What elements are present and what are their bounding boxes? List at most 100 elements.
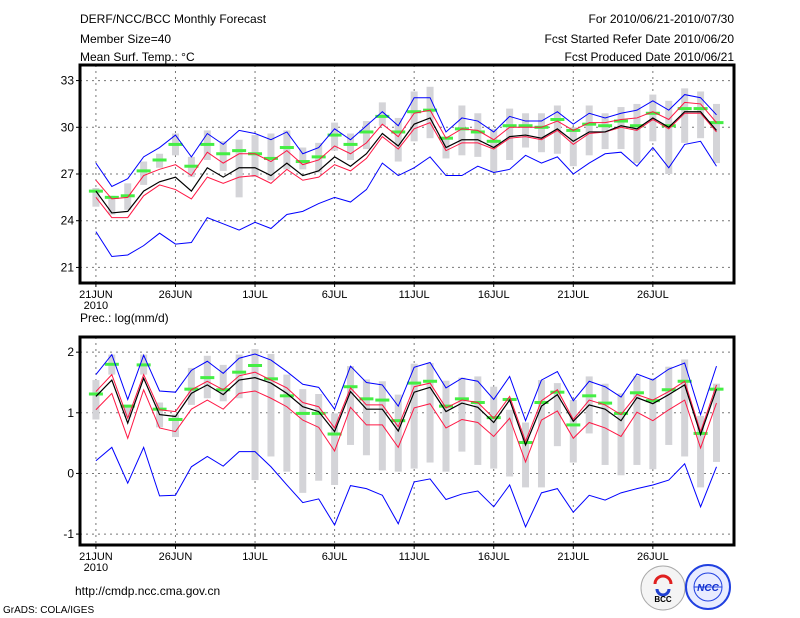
ensemble-range-bar	[665, 366, 673, 445]
year-label: 2010	[84, 300, 108, 312]
year-label: 2010	[84, 562, 108, 574]
median-marker	[423, 379, 438, 383]
median-marker	[120, 194, 135, 198]
ensemble-range-bar	[187, 367, 195, 405]
median-marker	[582, 122, 597, 126]
y-tick-label: 0	[67, 466, 74, 480]
median-marker	[677, 107, 692, 111]
median-marker	[184, 387, 199, 391]
ensemble-mean-line	[95, 376, 718, 447]
ensemble-range-bar	[601, 383, 609, 465]
upper-spread-line	[95, 101, 717, 200]
median-marker	[311, 411, 326, 415]
median-marker	[502, 124, 517, 128]
median-marker	[566, 423, 581, 427]
median-marker	[200, 142, 215, 146]
ensemble-range-bar	[299, 147, 307, 170]
median-marker	[534, 400, 549, 404]
temperature-panel: 21 24 27 30 33 21JUN 26JUN 1JUL 6JUL 11JUL 16JUL 21…	[61, 63, 736, 312]
ensemble-range-bar	[347, 366, 355, 445]
ensemble-range-bar	[617, 393, 625, 476]
y-tick-label: 2	[67, 345, 74, 359]
max-line	[95, 353, 717, 423]
ensemble-range-bar	[601, 113, 609, 150]
bcc-logo: BCC	[640, 565, 686, 611]
median-marker	[486, 139, 501, 143]
ensemble-range-bar	[347, 133, 355, 160]
ensemble-range-bar	[712, 103, 720, 164]
grads-credit: GrADS: COLA/IGES	[3, 605, 94, 616]
ensemble-range-bar	[378, 102, 386, 126]
ncc-logo: NCC	[685, 564, 731, 610]
lower-spread-line	[95, 112, 717, 219]
x-tick-label: 6JUL	[322, 551, 348, 563]
median-marker	[582, 394, 597, 398]
median-marker	[327, 432, 342, 436]
median-marker	[375, 114, 390, 118]
ensemble-range-bar	[569, 127, 577, 167]
ensemble-range-bar	[299, 389, 307, 493]
ensemble-range-bar	[331, 122, 339, 151]
ensemble-range-bar	[553, 383, 561, 447]
median-marker	[454, 397, 469, 401]
lower-spread-line	[95, 388, 717, 464]
ensemble-range-bar	[681, 359, 689, 457]
ensemble-range-bar	[697, 91, 705, 139]
median-marker	[327, 133, 342, 137]
x-tick-label: 11JUL	[399, 551, 430, 563]
ensemble-range-bar	[633, 375, 641, 465]
median-marker	[359, 130, 374, 134]
median-marker	[518, 124, 533, 128]
median-marker	[311, 155, 326, 159]
y-tick-label: -1	[63, 527, 74, 541]
median-marker	[104, 362, 119, 366]
median-marker	[248, 364, 263, 368]
ensemble-range-bar	[442, 380, 450, 472]
ensemble-range-bar	[490, 386, 498, 469]
median-marker	[407, 381, 422, 385]
ensemble-range-bar	[124, 404, 132, 418]
median-marker	[661, 388, 676, 392]
median-marker	[343, 385, 358, 389]
median-marker	[168, 142, 183, 146]
median-marker	[232, 149, 247, 153]
min-line	[95, 445, 717, 529]
median-marker	[279, 146, 294, 150]
source-url[interactable]: http://cmdp.ncc.cma.gov.cn	[75, 584, 220, 598]
ensemble-range-bar	[522, 422, 530, 488]
ensemble-mean-line	[95, 111, 717, 214]
bcc-logo-text: BCC	[654, 595, 672, 604]
median-marker	[598, 124, 613, 128]
median-marker	[104, 195, 119, 199]
median-marker	[152, 158, 167, 162]
member-size: Member Size=40	[80, 32, 171, 46]
median-marker	[359, 397, 374, 401]
ensemble-range-bar	[633, 103, 641, 164]
median-marker	[136, 169, 151, 173]
x-tick-label: 26JUL	[637, 289, 669, 301]
precip-title: Prec.: log(mm/d)	[80, 311, 169, 325]
x-tick-label: 26JUN	[159, 289, 193, 301]
y-tick-label: 24	[61, 214, 75, 228]
median-marker	[232, 370, 247, 374]
y-tick-label: 30	[61, 120, 75, 134]
ensemble-range-bar	[171, 414, 179, 438]
x-tick-label: 6JUL	[322, 289, 348, 301]
ensemble-range-bar	[394, 394, 402, 472]
median-marker	[168, 417, 183, 421]
y-tick-label: 33	[61, 74, 75, 88]
median-marker	[629, 391, 644, 395]
median-marker	[391, 419, 406, 423]
median-marker	[391, 130, 406, 134]
plot-frame	[78, 335, 736, 547]
ensemble-range-bar	[219, 364, 227, 402]
median-marker	[438, 404, 453, 408]
ensemble-range-bar	[267, 133, 275, 181]
median-marker	[645, 399, 660, 403]
ensemble-range-bar	[697, 415, 705, 488]
median-marker	[295, 411, 310, 415]
ensemble-range-bar	[331, 413, 339, 485]
median-marker	[645, 111, 660, 115]
x-tick-label: 26JUL	[637, 551, 669, 563]
